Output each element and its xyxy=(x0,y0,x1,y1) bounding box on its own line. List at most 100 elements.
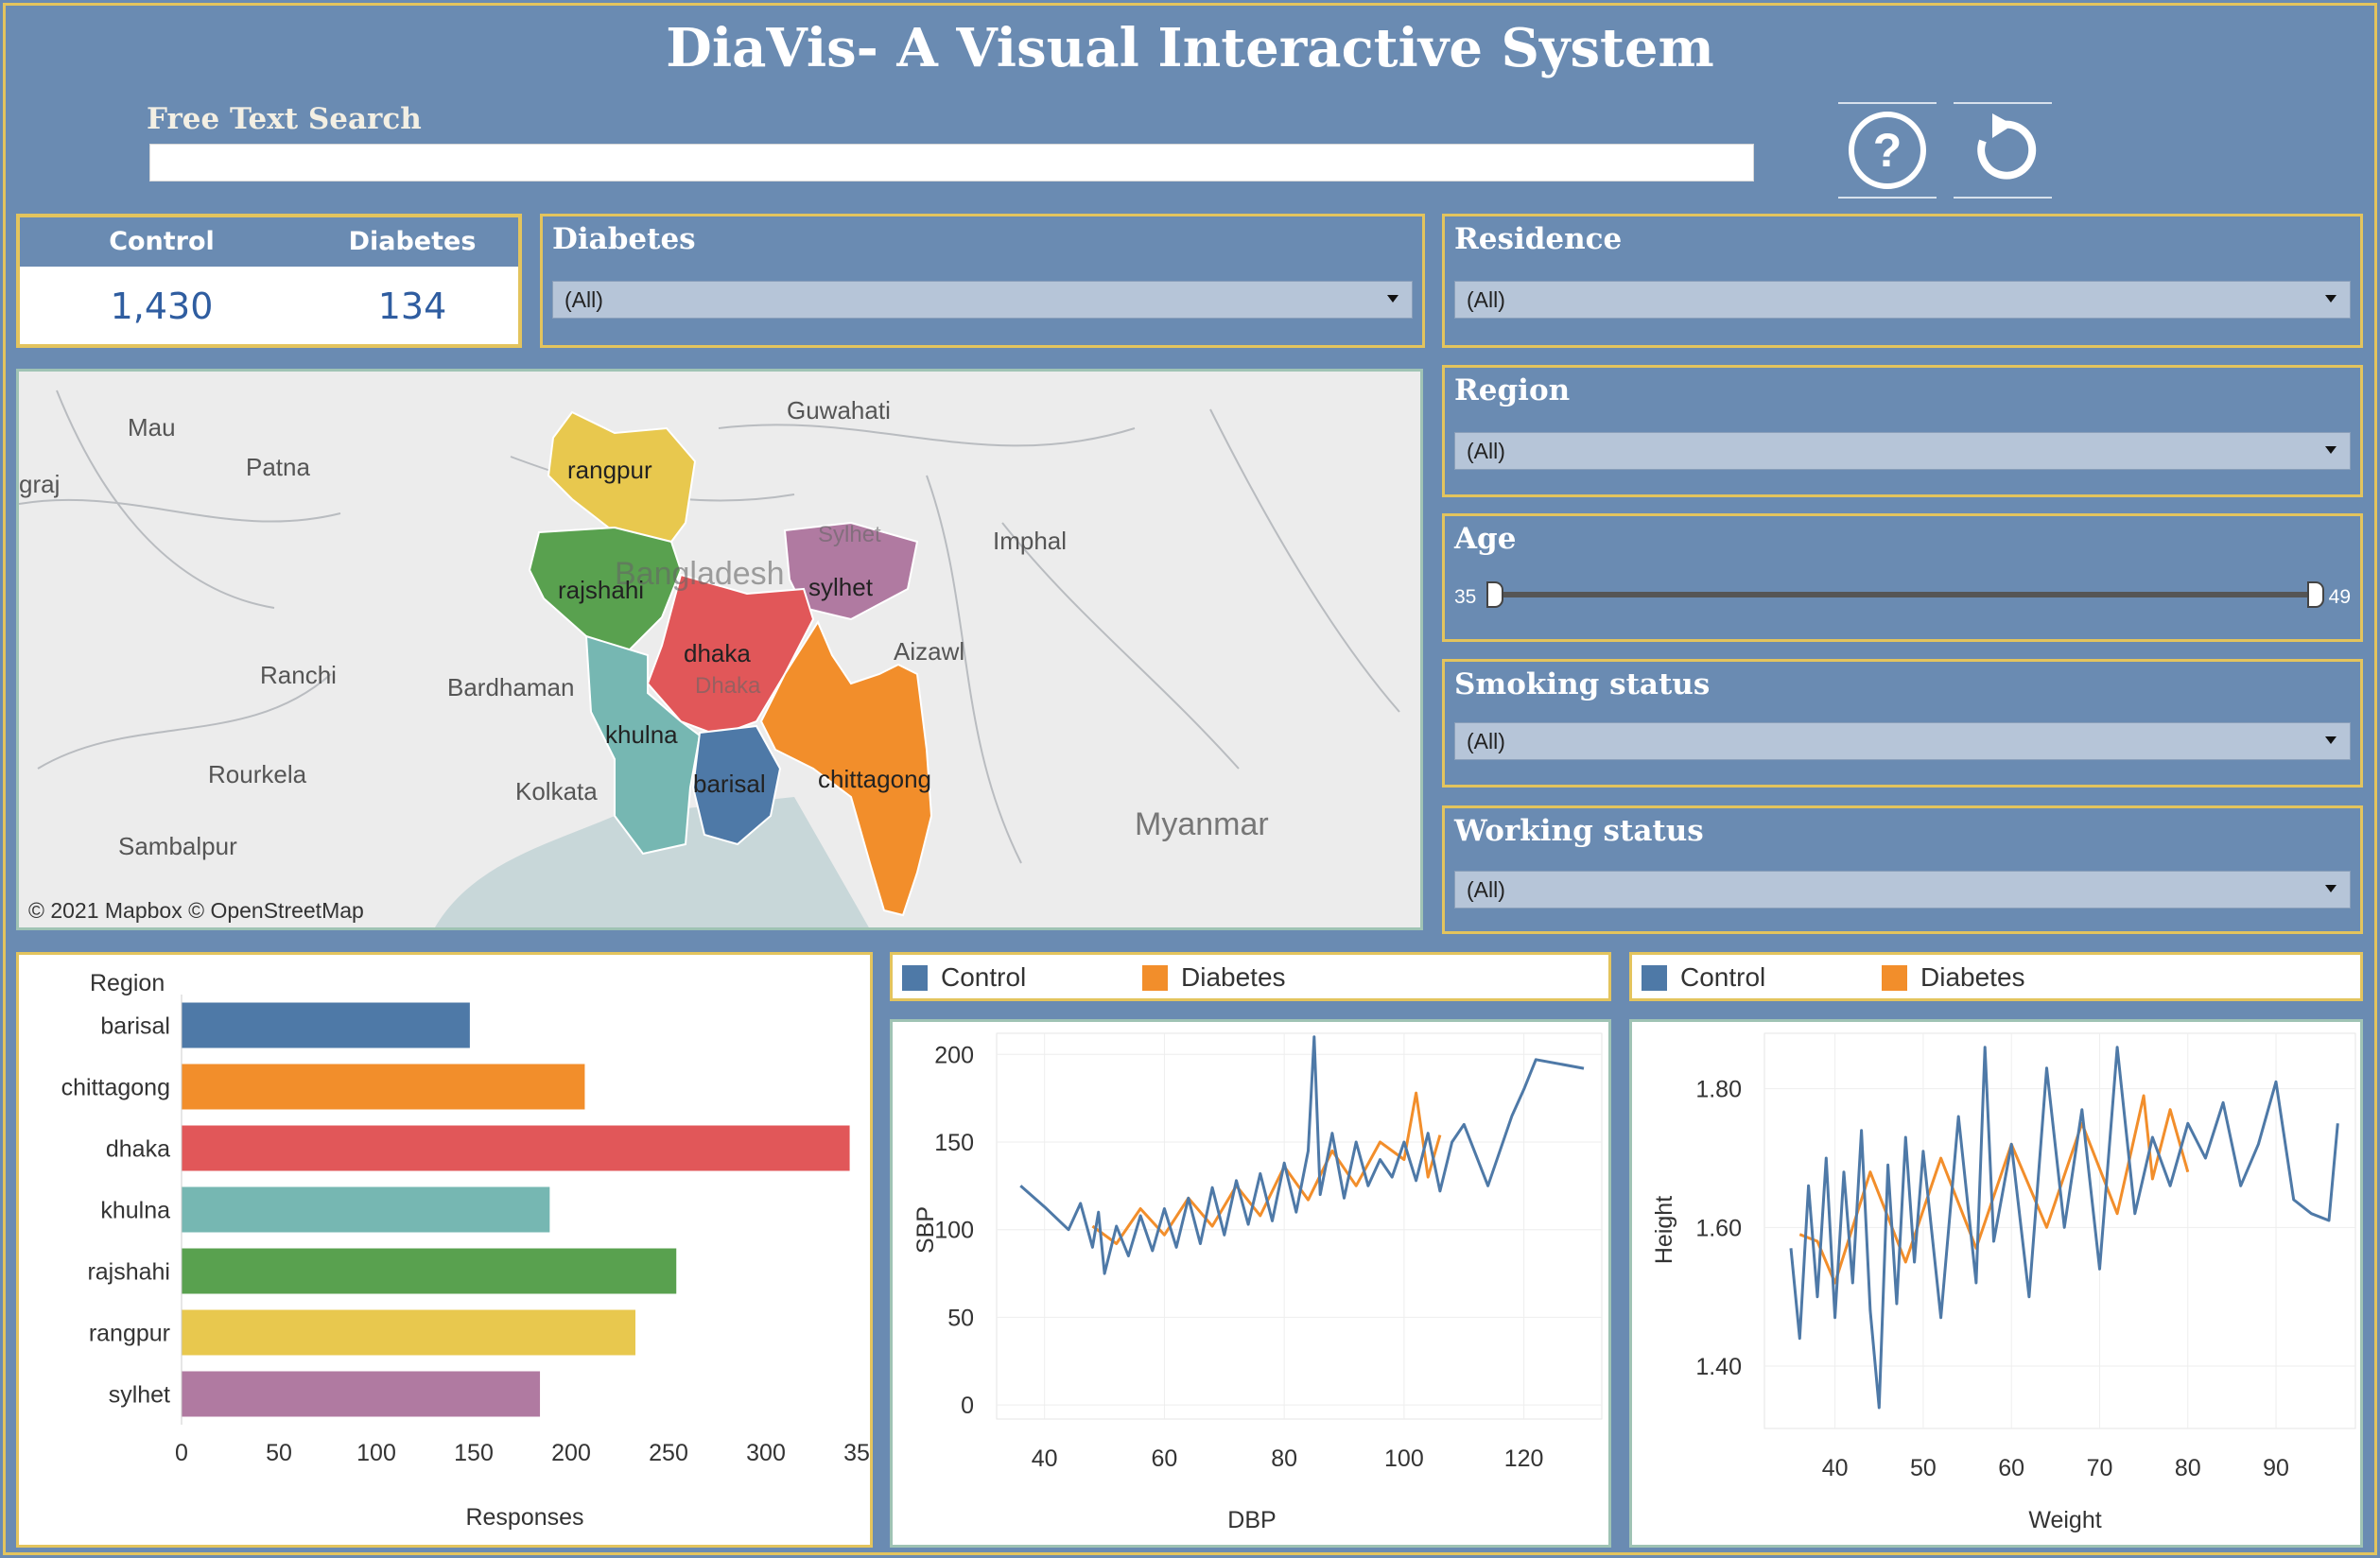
map-region-label: barisal xyxy=(693,770,766,798)
legend-control[interactable]: Control xyxy=(1642,962,1765,993)
working-filter-label: Working status xyxy=(1454,814,1704,848)
question-circle-icon: ? xyxy=(1849,112,1926,189)
x-tick-label: 90 xyxy=(2263,1455,2289,1481)
bar-category-label: rajshahi xyxy=(87,1259,170,1286)
x-tick-label: 100 xyxy=(1384,1445,1424,1472)
region-chittagong[interactable] xyxy=(759,619,933,917)
map-place-label: Guwahati xyxy=(787,396,891,424)
bar-x-tick: 0 xyxy=(175,1440,188,1466)
page-title: DiaVis- A Visual Interactive System xyxy=(666,17,1714,79)
map-place-label: Ranchi xyxy=(260,661,337,689)
map-canvas[interactable]: Mau Patna graj Guwahati Imphal Ranchi Ba… xyxy=(19,372,1420,927)
region-filter: Region (All) xyxy=(1442,365,2363,497)
age-slider-track[interactable] xyxy=(1494,592,2317,597)
bar-rajshahi[interactable] xyxy=(182,1248,677,1294)
smoking-dropdown-value: (All) xyxy=(1467,728,1505,753)
chart1-ylabel: SBP xyxy=(912,1206,939,1254)
map-place-label: Imphal xyxy=(993,527,1067,555)
map-place-label: Bardhaman xyxy=(447,673,574,701)
bar-chittagong[interactable] xyxy=(182,1064,585,1110)
series-line-control[interactable] xyxy=(1789,1046,2339,1410)
region-sylhet[interactable] xyxy=(783,521,919,621)
working-dropdown[interactable]: (All) xyxy=(1454,871,2351,909)
region-dropdown[interactable]: (All) xyxy=(1454,432,2351,470)
map-panel[interactable]: Mau Patna graj Guwahati Imphal Ranchi Ba… xyxy=(16,369,1423,930)
legend-swatch xyxy=(1642,964,1667,991)
residence-dropdown[interactable]: (All) xyxy=(1454,281,2351,319)
sbp-dbp-chart-panel: DBP SBP 40 60 80 100 120 0 50 100 150 200 xyxy=(890,1019,1611,1548)
search-input[interactable] xyxy=(149,144,1754,182)
bar-barisal[interactable] xyxy=(182,1002,470,1048)
height-weight-chart[interactable]: Weight Height 40 50 60 70 80 90 1.40 1.60 1.80 xyxy=(1632,1022,2360,1545)
help-button[interactable]: ? xyxy=(1838,102,1937,199)
bar-x-tick: 50 xyxy=(266,1440,292,1466)
bar-category-label: chittagong xyxy=(61,1075,170,1101)
region-barisal[interactable] xyxy=(691,724,782,846)
sbp-dbp-chart[interactable]: DBP SBP 40 60 80 100 120 0 50 100 150 200 xyxy=(893,1022,1608,1545)
map-border-line xyxy=(37,673,332,770)
map-border-line xyxy=(926,475,1022,864)
kpi-card: Control Diabetes 1,430 134 xyxy=(16,214,522,348)
smoking-dropdown[interactable]: (All) xyxy=(1454,722,2351,760)
age-slider-max-handle[interactable] xyxy=(2307,581,2324,608)
bar-sylhet[interactable] xyxy=(182,1371,541,1417)
bar-chart-header: Region xyxy=(90,970,165,996)
diabetes-dropdown-value: (All) xyxy=(565,286,603,312)
legend-diabetes[interactable]: Diabetes xyxy=(1882,962,2025,993)
working-dropdown-value: (All) xyxy=(1467,876,1505,902)
x-tick-label: 60 xyxy=(1152,1445,1178,1472)
diabetes-filter-label: Diabetes xyxy=(552,222,696,256)
y-tick-label: 1.40 xyxy=(1695,1354,1742,1380)
region-khulna[interactable] xyxy=(584,634,702,856)
map-region-label: rajshahi xyxy=(558,576,644,604)
map-place-label: Patna xyxy=(246,453,310,481)
map-border-line xyxy=(1001,522,1240,770)
age-filter: Age 35 49 xyxy=(1442,513,2363,642)
region-dhaka[interactable] xyxy=(646,573,815,737)
kpi-diabetes-value: 134 xyxy=(377,286,447,327)
chevron-down-icon xyxy=(2325,885,2337,892)
reset-button[interactable] xyxy=(1954,102,2052,199)
map-place-label: Aizawl xyxy=(894,637,964,666)
series-line-control[interactable] xyxy=(1019,1035,1585,1275)
diabetes-dropdown[interactable]: (All) xyxy=(552,281,1413,319)
map-place-label: graj xyxy=(19,470,60,498)
bar-rangpur[interactable] xyxy=(182,1309,635,1356)
bar-dhaka[interactable] xyxy=(182,1125,850,1171)
bar-category-label: barisal xyxy=(100,1013,170,1040)
kpi-control-label: Control xyxy=(109,227,215,256)
legend-swatch xyxy=(1882,964,1907,991)
map-place-label: Mau xyxy=(128,413,176,441)
age-min-label: 35 xyxy=(1454,586,1477,608)
series-line-diabetes[interactable] xyxy=(1091,1091,1442,1245)
x-tick-label: 70 xyxy=(2087,1455,2113,1481)
y-tick-label: 0 xyxy=(961,1393,974,1419)
bar-x-tick: 300 xyxy=(746,1440,786,1466)
region-rajshahi[interactable] xyxy=(528,526,683,657)
dashboard-frame xyxy=(3,3,2377,1555)
search-label: Free Text Search xyxy=(147,102,422,136)
x-tick-label: 120 xyxy=(1504,1445,1544,1472)
map-border-line xyxy=(1209,408,1400,713)
legend-label: Control xyxy=(1680,962,1766,992)
legend-swatch xyxy=(1142,964,1168,991)
legend-diabetes[interactable]: Diabetes xyxy=(1142,962,1286,993)
map-place-label: Dhaka xyxy=(695,673,761,699)
map-place-label: Sambalpur xyxy=(118,832,237,860)
map-region-label: dhaka xyxy=(684,639,751,667)
bar-x-tick: 250 xyxy=(649,1440,688,1466)
map-place-label: Kolkata xyxy=(515,777,598,805)
region-dropdown-value: (All) xyxy=(1467,438,1505,463)
legend-label: Diabetes xyxy=(1181,962,1286,992)
region-filter-label: Region xyxy=(1454,373,1571,407)
legend-control[interactable]: Control xyxy=(902,962,1026,993)
chart1-xlabel: DBP xyxy=(1227,1507,1276,1533)
age-slider-min-handle[interactable] xyxy=(1486,581,1503,608)
legend-panel-2: Control Diabetes xyxy=(1629,952,2363,1001)
y-tick-label: 100 xyxy=(934,1218,974,1244)
bar-khulna[interactable] xyxy=(182,1186,550,1233)
map-region-label: chittagong xyxy=(818,765,931,793)
x-tick-label: 80 xyxy=(2175,1455,2201,1481)
map-region-label: sylhet xyxy=(808,573,874,601)
x-tick-label: 60 xyxy=(1998,1455,2024,1481)
